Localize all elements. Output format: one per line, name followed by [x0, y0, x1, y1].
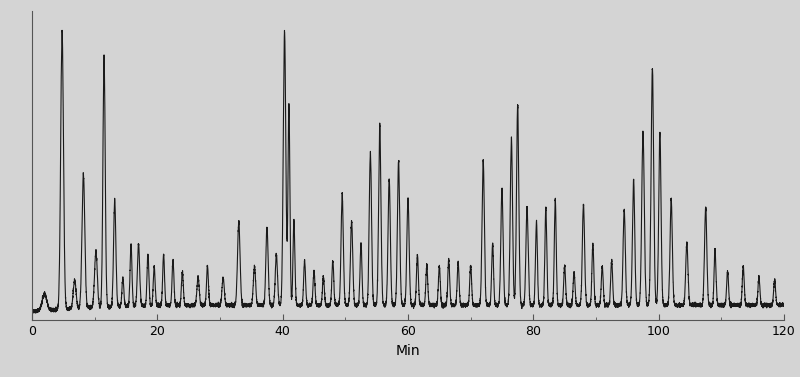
X-axis label: Min: Min [396, 344, 420, 358]
